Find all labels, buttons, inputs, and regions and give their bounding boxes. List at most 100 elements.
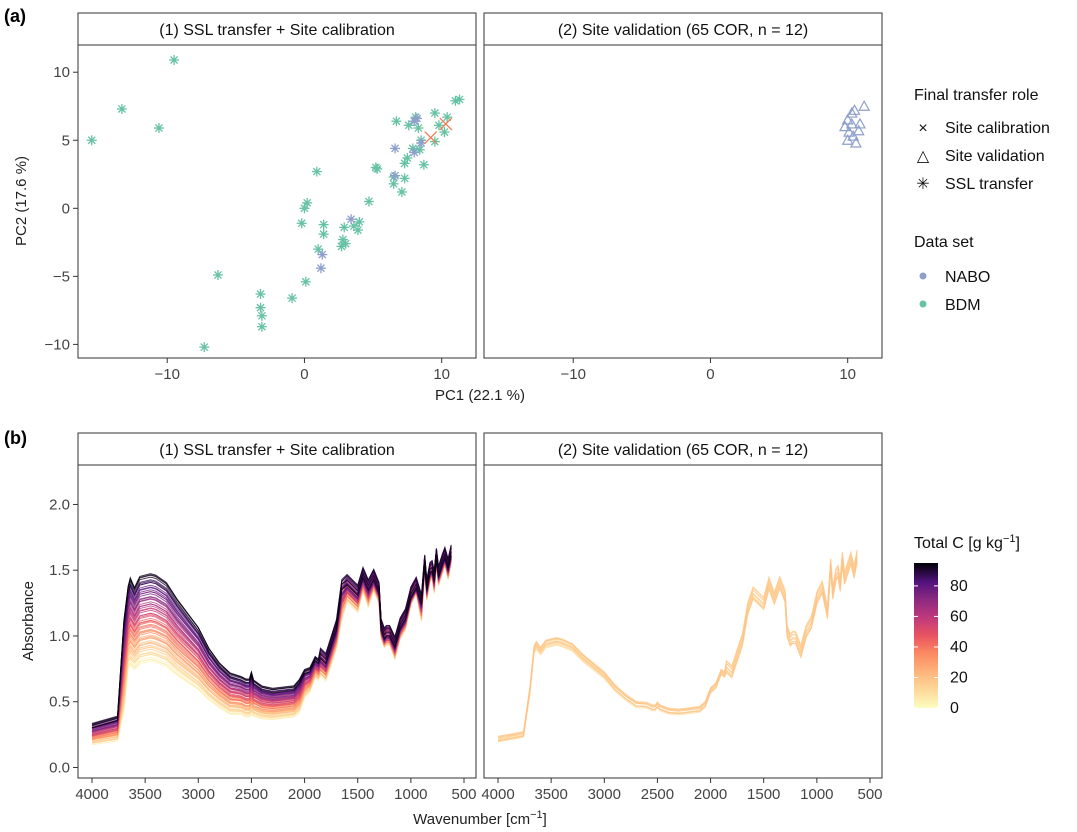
ssl-transfer-point — [315, 263, 326, 274]
panel-a-axes: 10 5 0 −5 −10 −10 0 10 −10 0 10 — [45, 64, 856, 383]
x-tick-label: 4000 — [481, 786, 514, 803]
bdm-swatch-icon — [919, 300, 927, 308]
panel-b-facet-2: (2) Site validation (65 COR, n = 12) — [483, 432, 883, 779]
x-tick-label: 0 — [300, 366, 308, 383]
ssl-transfer-point-stroke — [154, 124, 163, 133]
facet-2-points — [838, 100, 871, 148]
calibration-stroke — [439, 117, 453, 131]
ssl-transfer-point-stroke — [314, 245, 323, 254]
x-tick-label: 3000 — [588, 786, 621, 803]
x-tick-label: 10 — [839, 366, 856, 383]
y-tick-label: 1.0 — [49, 628, 70, 645]
ssl-transfer-point — [363, 196, 374, 207]
ssl-transfer-point-stroke — [443, 113, 452, 122]
ssl-transfer-point-stroke — [257, 322, 266, 331]
facet-1-strip — [77, 12, 477, 46]
ssl-transfer-point — [403, 120, 414, 131]
site-validation-point — [843, 125, 856, 137]
ssl-transfer-point — [116, 103, 127, 114]
y-tick-label: 0.0 — [49, 759, 70, 776]
ssl-transfer-point-stroke — [318, 250, 327, 259]
ssl-transfer-point-stroke — [303, 198, 312, 207]
ssl-transfer-point — [317, 249, 328, 260]
ssl-transfer-point — [418, 159, 429, 170]
ssl-transfer-point — [339, 222, 350, 233]
ssl-transfer-point — [256, 321, 267, 332]
facet-1-spectra — [91, 544, 452, 746]
ssl-transfer-point-stroke — [404, 121, 413, 130]
x-tick-label: 10 — [433, 366, 450, 383]
ssl-transfer-point-stroke — [430, 109, 439, 118]
x-tick-label: 1500 — [341, 786, 374, 803]
calibration-stroke — [424, 131, 438, 144]
ssl-transfer-point-stroke — [256, 303, 265, 312]
colorbar-title: Total C [g kg−1] — [914, 533, 1020, 552]
site-validation-point — [847, 129, 860, 141]
ssl-transfer-point-stroke — [117, 104, 126, 113]
ssl-transfer-point-stroke — [319, 230, 328, 239]
site-validation-point — [849, 136, 862, 148]
x-tick-label: 500 — [451, 786, 476, 803]
y-tick-label: −10 — [45, 336, 70, 353]
y-tick-label: 0.5 — [49, 694, 70, 711]
spectrum-line — [497, 556, 858, 740]
ssl-transfer-point-stroke — [392, 117, 401, 126]
ssl-transfer-point-stroke — [347, 215, 356, 224]
ssl-transfer-point — [411, 113, 422, 124]
y-tick-label: 1.5 — [49, 562, 70, 579]
facet-1-points — [86, 54, 465, 353]
ssl-transfer-glyph-icon: ✳ — [916, 176, 929, 193]
facet-1-strip-label-b: (1) SSL transfer + Site calibration — [159, 442, 395, 459]
x-tick-label: 1500 — [747, 786, 780, 803]
ssl-transfer-point — [313, 244, 324, 255]
ssl-transfer-point-stroke — [403, 153, 412, 162]
panel-b-axes: 2.0 1.5 1.0 0.5 0.0 4000 3500 3000 2500 2000 1500 1… — [49, 496, 882, 803]
ssl-transfer-point-stroke — [340, 223, 349, 232]
ssl-transfer-point-stroke — [410, 148, 419, 157]
panel-a-facet-2: (2) Site validation (65 COR, n = 12) — [483, 12, 883, 359]
nabo-swatch-icon — [919, 272, 927, 280]
panel-a-x-axis-title: PC1 (22.1 %) — [435, 387, 525, 404]
x-tick-label: 4000 — [75, 786, 108, 803]
ssl-transfer-point — [340, 238, 351, 249]
ssl-transfer-point-stroke — [391, 144, 400, 153]
ssl-transfer-point — [302, 197, 313, 208]
x-tick-label: 3000 — [182, 786, 215, 803]
ssl-transfer-point — [296, 218, 307, 229]
ssl-transfer-point — [354, 216, 365, 227]
legend-site-validation: Site validation — [945, 148, 1045, 165]
panel-b-y-axis-title: Absorbance — [20, 581, 37, 661]
ssl-transfer-point — [442, 112, 453, 123]
ssl-transfer-point — [390, 143, 401, 154]
ssl-transfer-point-stroke — [389, 179, 398, 188]
ssl-transfer-point-stroke — [440, 128, 449, 137]
colorbar-ticks: 80 60 40 20 0 — [914, 578, 968, 717]
site-validation-point — [841, 113, 854, 125]
colorbar-tick-label: 0 — [950, 700, 959, 717]
ssl-transfer-point-stroke — [353, 226, 362, 235]
facet-2-plot-area — [483, 44, 883, 359]
ssl-transfer-point — [409, 147, 420, 158]
ssl-transfer-point — [372, 163, 383, 174]
ssl-transfer-point — [318, 229, 329, 240]
facet-2-strip — [483, 12, 883, 46]
ssl-transfer-point-stroke — [364, 197, 373, 206]
x-tick-label: 2500 — [641, 786, 674, 803]
colorbar-tick-label: 20 — [950, 669, 968, 686]
ssl-transfer-point — [413, 123, 424, 134]
ssl-transfer-point — [399, 173, 410, 184]
colorbar-legend: Total C [g kg−1] 80 60 40 20 0 — [914, 533, 1020, 717]
ssl-transfer-point-stroke — [257, 311, 266, 320]
ssl-transfer-point — [212, 269, 223, 280]
ssl-transfer-point — [255, 289, 266, 300]
ssl-transfer-point — [416, 137, 427, 148]
site-validation-point — [848, 104, 861, 115]
facet-1-plot-area — [77, 44, 477, 359]
x-tick-label: 3500 — [128, 786, 161, 803]
x-tick-label: −10 — [560, 366, 585, 383]
x-tick-label: −10 — [154, 366, 179, 383]
site-validation-point — [845, 117, 858, 129]
x-tick-label: 2000 — [288, 786, 321, 803]
ssl-transfer-point-stroke — [373, 164, 382, 173]
